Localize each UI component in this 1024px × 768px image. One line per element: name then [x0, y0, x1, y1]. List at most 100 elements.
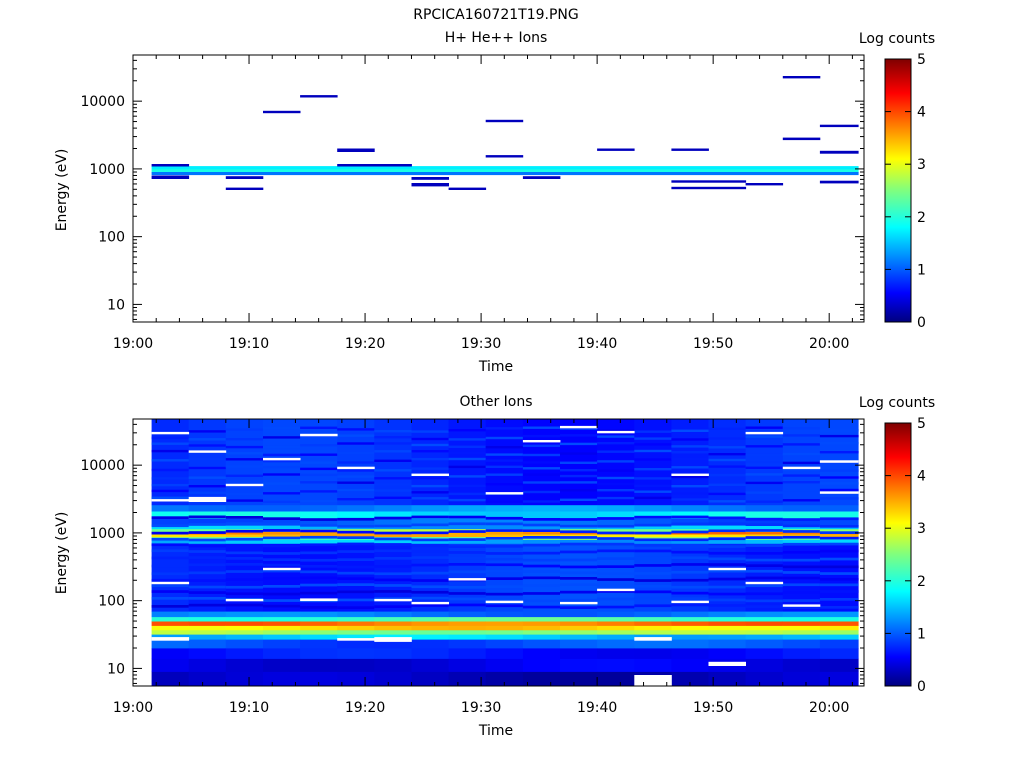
heatmap-cell: [225, 525, 264, 530]
heatmap-cell: [671, 419, 709, 506]
heatmap-cell: [522, 570, 561, 573]
heatmap-cell: [522, 551, 561, 555]
heatmap-cell: [188, 603, 227, 607]
heatmap-cell: [485, 545, 524, 548]
heatmap-cell: [634, 523, 672, 527]
heatmap-cell: [671, 522, 709, 526]
heatmap-cell: [671, 525, 709, 530]
heatmap-cell: [411, 531, 449, 535]
heatmap-cell: [597, 572, 635, 576]
heatmap-cell: [782, 671, 821, 687]
heatmap-cell: [819, 429, 859, 432]
heatmap-cell: [782, 625, 821, 631]
heatmap-cell: [188, 444, 227, 447]
heatmap-cell: [634, 590, 672, 594]
heatmap-cell: [225, 634, 264, 640]
heatmap-cell: [374, 534, 412, 538]
heatmap-cell: [151, 605, 190, 608]
heatmap-cell: [708, 504, 746, 512]
heatmap-cell: [448, 586, 487, 589]
heatmap-cell: [819, 434, 859, 438]
heatmap-cell: [411, 585, 449, 589]
heatmap-cell: [745, 564, 784, 567]
heatmap-cell: [819, 598, 859, 601]
heatmap-cell: [263, 445, 301, 449]
heatmap-cell: [819, 616, 859, 622]
heatmap-cell: [782, 576, 821, 580]
y-tick-label: 100: [98, 594, 125, 610]
heatmap-cell: [300, 453, 338, 456]
heatmap-cell: [448, 603, 487, 607]
heatmap-cell: [782, 583, 821, 587]
heatmap-cell: [225, 616, 264, 622]
heatmap-cell: [337, 606, 375, 609]
heatmap-cell: [560, 474, 598, 478]
x-tick-label: 19:20: [345, 336, 385, 352]
heatmap-cell: [151, 524, 190, 528]
empty-cell: [708, 567, 746, 571]
heatmap-cell: [374, 658, 412, 672]
heatmap-cell: [485, 155, 524, 158]
heatmap-cell: [597, 429, 635, 432]
heatmap-cell: [671, 585, 709, 589]
heatmap-cell: [485, 658, 524, 672]
heatmap-cell: [671, 457, 709, 460]
heatmap-cell: [448, 429, 487, 432]
heatmap-cell: [225, 639, 264, 649]
heatmap-cell: [745, 504, 784, 512]
heatmap-cell: [225, 419, 264, 506]
heatmap-cell: [634, 658, 672, 672]
heatmap-cell: [263, 648, 301, 659]
heatmap-cell: [300, 539, 338, 544]
colorbar-tick-label: 3: [917, 157, 926, 173]
heatmap-cell: [522, 434, 561, 438]
y-tick-label: 1000: [89, 162, 125, 178]
heatmap-cell: [263, 511, 301, 519]
empty-cell: [597, 430, 635, 434]
heatmap-cell: [374, 578, 412, 582]
heatmap-cell: [225, 557, 264, 560]
heatmap-cell: [708, 629, 746, 635]
heatmap-cell: [708, 634, 746, 640]
heatmap-cell: [671, 492, 709, 495]
heatmap-cell: [745, 592, 784, 596]
heatmap-cell: [485, 539, 524, 544]
heatmap-cell: [597, 639, 635, 649]
empty-cell: [485, 492, 524, 495]
heatmap-cell: [522, 564, 561, 568]
heatmap-cell: [188, 491, 227, 494]
heatmap-cell: [634, 556, 672, 559]
heatmap-cell: [337, 428, 375, 431]
heatmap-cell: [708, 616, 746, 622]
heatmap-cell: [151, 449, 190, 453]
heatmap-cell: [225, 474, 264, 477]
heatmap-cell: [819, 606, 859, 609]
heatmap-cell: [300, 444, 338, 447]
heatmap-cell: [263, 522, 301, 526]
heatmap-cell: [819, 517, 859, 521]
heatmap-cell: [634, 528, 672, 532]
heatmap-cell: [597, 543, 635, 612]
heatmap-cell: [263, 492, 301, 495]
heatmap-cell: [485, 529, 524, 532]
heatmap-cell: [782, 534, 821, 538]
heatmap-cell: [188, 621, 227, 626]
heatmap-cell: [300, 473, 338, 477]
empty-cell: [708, 661, 746, 666]
heatmap-cell: [634, 534, 672, 538]
heatmap-cell: [708, 458, 746, 462]
heatmap-cell: [225, 516, 264, 519]
x-tick-label: 19:50: [693, 336, 733, 352]
heatmap-cell: [597, 476, 635, 480]
heatmap-cell: [374, 511, 412, 519]
heatmap-cell: [782, 76, 821, 79]
heatmap-cell: [188, 634, 227, 640]
heatmap-cell: [188, 658, 227, 672]
heatmap-cell: [819, 625, 859, 631]
heatmap-cell: [597, 489, 635, 492]
heatmap-cell: [522, 605, 561, 609]
empty-cell: [745, 581, 784, 585]
heatmap-cell: [708, 611, 746, 618]
heatmap-cell: [485, 563, 524, 567]
heatmap-cell: [522, 481, 561, 484]
